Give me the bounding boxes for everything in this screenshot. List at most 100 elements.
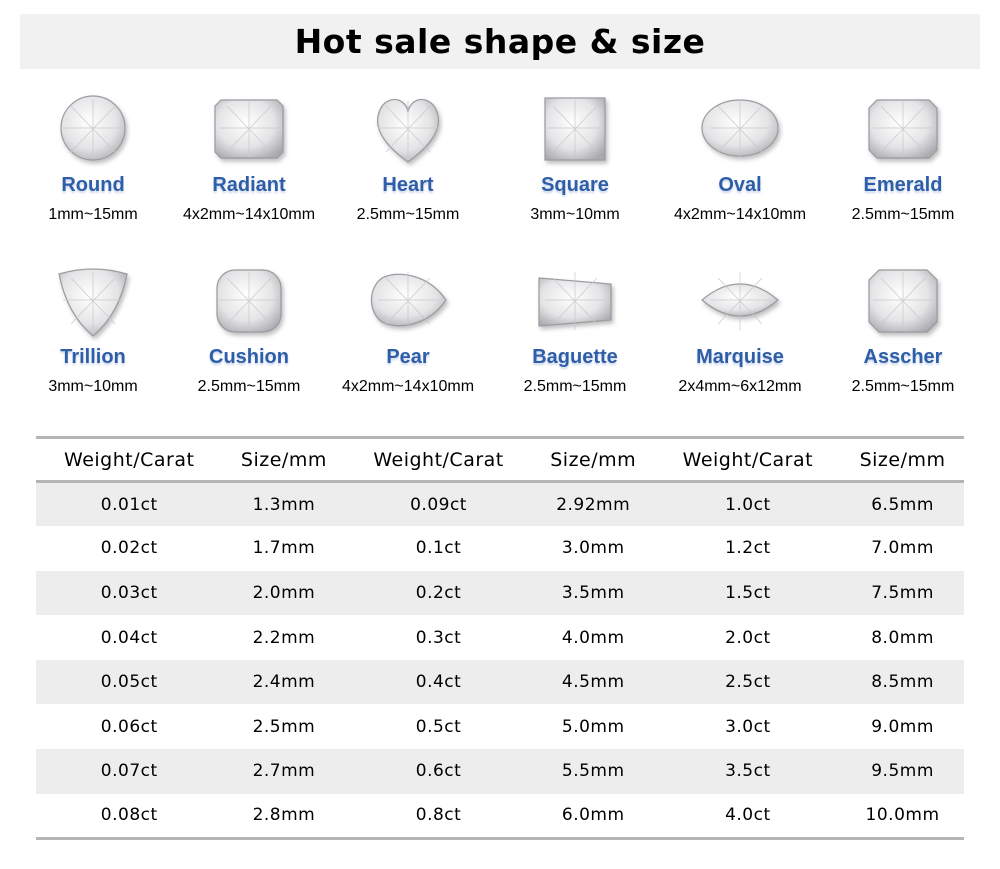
table-cell: 0.6ct (345, 749, 532, 794)
table-cell: 1.3mm (222, 481, 346, 527)
shape-round: Round 1mm~15mm (8, 90, 178, 224)
table-cell: 3.5mm (531, 570, 655, 616)
table-cell: 0.2ct (345, 570, 532, 616)
column-header: Size/mm (841, 437, 964, 483)
shape-size-range: 1mm~15mm (48, 206, 138, 223)
page-title: Hot sale shape & size (294, 22, 706, 61)
table-cell: 3.0ct (725, 716, 771, 737)
shape-name: Oval (718, 174, 762, 196)
marquise-gem-icon (701, 272, 779, 330)
title-bar: Hot sale shape & size (20, 14, 980, 69)
table-cell: 1.5ct (654, 570, 842, 616)
table-cell: 1.7mm (252, 538, 316, 559)
table-cell: 3.5ct (654, 749, 842, 794)
shape-emerald: Emerald 2.5mm~15mm (818, 90, 988, 224)
asscher-gem-icon (868, 269, 938, 333)
column-header: Size/mm (531, 437, 655, 483)
table-cell: 2.7mm (222, 749, 346, 794)
table-cell: 0.02ct (100, 538, 158, 559)
shape-square: Square 3mm~10mm (490, 90, 660, 224)
shape-name: Square (541, 174, 609, 196)
shape-size-range: 2.5mm~15mm (356, 206, 460, 223)
shape-name: Asscher (863, 346, 943, 368)
shape-size-range: 2.5mm~15mm (851, 206, 955, 223)
shape-trillion: Trillion 3mm~10mm (8, 262, 178, 396)
table-cell: 4.5mm (531, 659, 655, 705)
shape-name: Marquise (696, 346, 784, 368)
table-cell: 3.0mm (561, 538, 625, 559)
shape-name: Baguette (532, 346, 618, 368)
table-cell: 1.0ct (654, 481, 842, 527)
table-cell: 2.8mm (252, 805, 316, 826)
table-header-row: Weight/Carat Size/mm Weight/Carat Size/mm We… (36, 437, 964, 483)
table-cell: 0.09ct (345, 481, 532, 527)
baguette-gem-icon (538, 272, 612, 330)
shape-size-range: 4x2mm~14x10mm (341, 378, 475, 395)
table-cell: 0.03ct (36, 570, 223, 616)
shape-name: Emerald (863, 174, 943, 196)
column-header: Weight/Carat (36, 437, 223, 483)
table-cell: 8.5mm (841, 659, 964, 705)
table-cell: 0.06ct (100, 716, 158, 737)
shape-name: Pear (386, 346, 430, 368)
table-row: 0.02ct 1.7mm 0.1ct 3.0mm 1.2ct 7.0mm (36, 526, 964, 571)
shape-size-range: 2.5mm~15mm (197, 378, 301, 395)
table-cell: 6.5mm (841, 481, 964, 527)
table-cell: 0.5ct (415, 716, 462, 737)
trillion-gem-icon (58, 268, 128, 337)
table-cell: 0.08ct (100, 805, 158, 826)
table-cell: 2.92mm (531, 481, 655, 527)
table-cell: 5.0mm (561, 716, 625, 737)
radiant-gem-icon (214, 99, 284, 159)
shape-cushion: Cushion 2.5mm~15mm (164, 262, 334, 396)
table-cell: 7.0mm (871, 538, 934, 559)
shape-radiant: Radiant 4x2mm~14x10mm (164, 90, 334, 224)
table-cell: 2.4mm (222, 659, 346, 705)
table-cell: 0.04ct (100, 627, 158, 648)
table-cell: 6.0mm (561, 805, 625, 826)
shape-name: Round (61, 174, 125, 196)
shape-size-range: 2.5mm~15mm (523, 378, 627, 395)
table-cell: 2.5mm (252, 716, 316, 737)
table-cell: 0.8ct (415, 805, 462, 826)
square-gem-icon (544, 97, 606, 161)
emerald-gem-icon (868, 99, 938, 159)
column-header: Size/mm (222, 437, 346, 483)
table-cell: 0.4ct (345, 659, 532, 705)
table-cell: 10.0mm (865, 805, 940, 826)
table-row: 0.05ct 2.4mm 0.4ct 4.5mm 2.5ct 8.5mm (36, 659, 964, 705)
oval-gem-icon (701, 99, 779, 158)
table-row: 0.07ct 2.7mm 0.6ct 5.5mm 3.5ct 9.5mm (36, 749, 964, 794)
table-cell: 2.5ct (654, 659, 842, 705)
shape-size-range: 4x2mm~14x10mm (673, 206, 807, 223)
table-cell: 1.2ct (725, 538, 771, 559)
shape-size-range: 2.5mm~15mm (851, 378, 955, 395)
shape-name: Radiant (212, 174, 286, 196)
table-cell: 7.5mm (841, 570, 964, 616)
table-row: 0.03ct 2.0mm 0.2ct 3.5mm 1.5ct 7.5mm (36, 570, 964, 616)
column-header: Weight/Carat (345, 437, 532, 483)
table-cell: 2.2mm (252, 627, 316, 648)
pear-gem-icon (370, 272, 447, 330)
table-cell: 0.3ct (415, 627, 462, 648)
table-cell: 0.05ct (36, 659, 223, 705)
table-cell: 2.0ct (725, 627, 771, 648)
shape-baguette: Baguette 2.5mm~15mm (490, 262, 660, 396)
table-cell: 8.0mm (871, 627, 934, 648)
table-row: 0.06ct 2.5mm 0.5ct 5.0mm 3.0ct 9.0mm (36, 704, 964, 749)
table-cell: 0.07ct (36, 749, 223, 794)
table-row: 0.04ct 2.2mm 0.3ct 4.0mm 2.0ct 8.0mm (36, 615, 964, 660)
round-gem-icon (60, 95, 126, 161)
shape-name: Trillion (60, 346, 126, 368)
heart-gem-icon (377, 98, 439, 163)
shape-pear: Pear 4x2mm~14x10mm (323, 262, 493, 396)
table-cell: 4.0ct (725, 805, 771, 826)
shape-oval: Oval 4x2mm~14x10mm (655, 90, 825, 224)
table-cell: 2.0mm (222, 570, 346, 616)
shape-asscher: Asscher 2.5mm~15mm (818, 262, 988, 396)
table-row: 0.01ct 1.3mm 0.09ct 2.92mm 1.0ct 6.5mm (36, 481, 964, 527)
table-cell: 0.1ct (415, 538, 462, 559)
table-cell: 9.0mm (871, 716, 934, 737)
table-cell: 0.01ct (36, 481, 223, 527)
shape-size-range: 3mm~10mm (48, 378, 138, 395)
